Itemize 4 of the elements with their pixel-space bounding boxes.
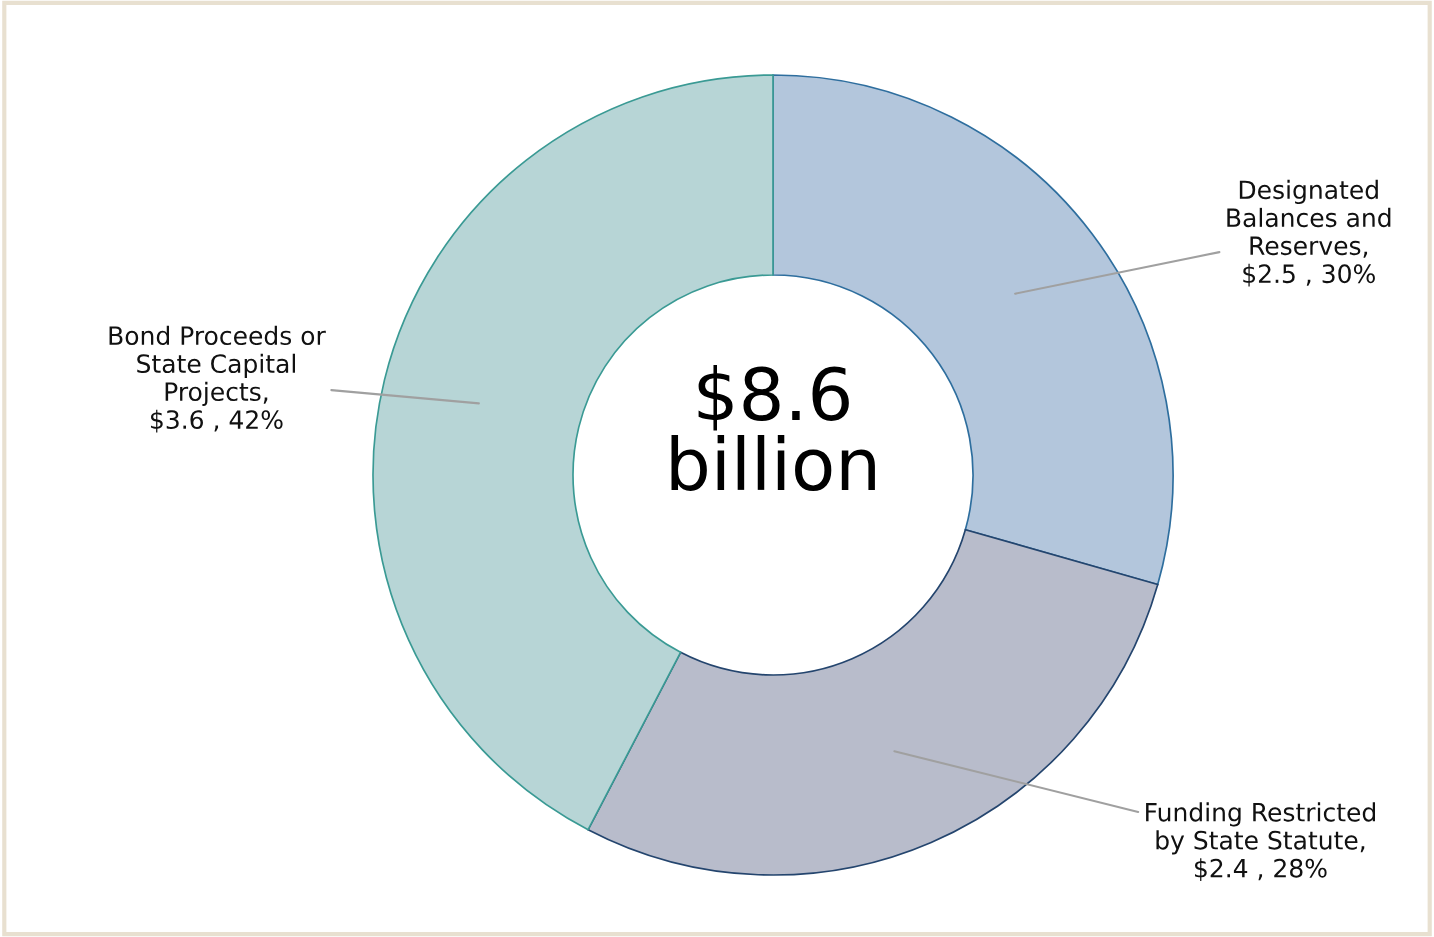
slice-label: Bond Proceeds or State Capital Projects, $3.6 , 42% <box>109 325 326 433</box>
slice-label: Designated Balances and Reserves, $2.5 , 30% <box>1227 179 1391 287</box>
slice-label: Funding Restricted by State Statute, $2.4 , 28% <box>1146 802 1376 881</box>
text: $8.6 billion <box>671 365 875 491</box>
